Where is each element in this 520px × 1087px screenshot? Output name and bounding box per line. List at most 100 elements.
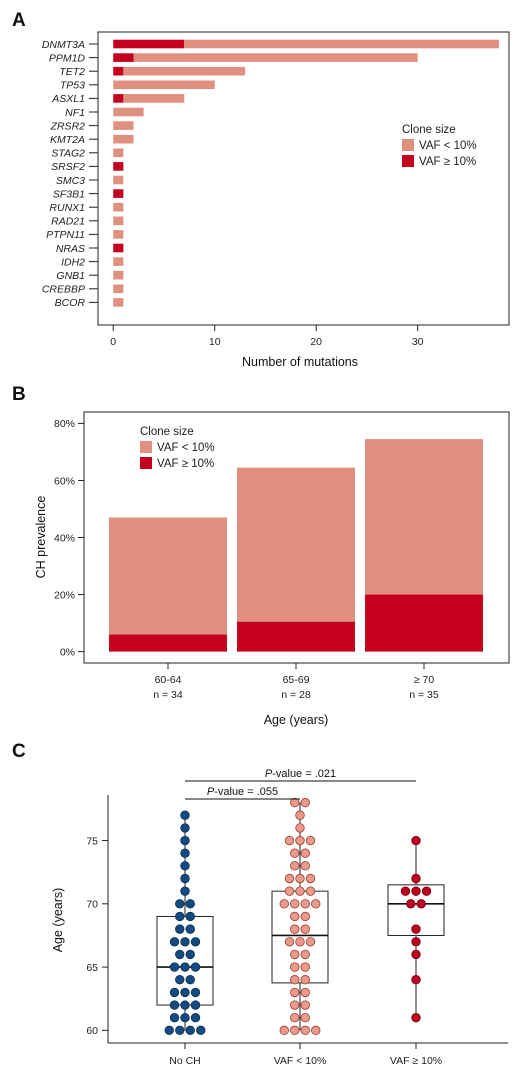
x-tick-label-30: 30 (412, 336, 424, 348)
legend-label-low: VAF < 10% (419, 140, 477, 152)
gene-label-zrsr2: ZRSR2 (50, 120, 86, 132)
point-group-1 (290, 1012, 300, 1023)
panel-a-x-axis-label: Number of mutations (242, 355, 358, 369)
point-group-1 (305, 873, 316, 884)
panel-b-y-axis-label: CH prevalence (34, 496, 48, 579)
point-group-1 (300, 1012, 310, 1023)
point-group-1 (311, 1025, 321, 1036)
point-group-1 (300, 848, 310, 858)
bar-ppm1d-vaf-low (133, 53, 418, 62)
legend-label-low: VAF < 10% (157, 442, 215, 454)
y-tick-label-65: 65 (86, 962, 98, 974)
point-group-0 (180, 962, 190, 972)
point-group-2 (421, 886, 432, 896)
point-group-0 (175, 899, 185, 909)
point-group-0 (175, 924, 185, 934)
point-group-1 (300, 797, 310, 808)
x-tick-count-0: n = 34 (153, 689, 183, 701)
point-group-1 (300, 861, 310, 871)
bar-nras-vaf-high (113, 243, 124, 253)
gene-label-stag2: STAG2 (51, 148, 85, 160)
gene-label-gnb1: GNB1 (56, 270, 85, 282)
panel-c-points (164, 797, 432, 1036)
panel-b-x-ticks: 60-64 n = 34 65-69 n = 28 ≥ 70 n = 35 (153, 663, 439, 701)
point-group-1 (290, 848, 300, 858)
x-tick-label-0: 60-64 (155, 674, 182, 686)
point-group-0 (190, 937, 201, 947)
x-tick-label-1: VAF < 10% (274, 1055, 327, 1067)
panel-a-legend: Clone size VAF < 10% VAF ≥ 10% (402, 124, 477, 168)
gene-label-ppm1d: PPM1D (49, 52, 86, 64)
point-group-1 (290, 899, 300, 909)
bar-age-0-vaf-high (109, 634, 227, 652)
bar-ppm1d-vaf-high (113, 53, 134, 62)
point-group-0 (185, 1025, 195, 1036)
pvalue-label-0: P-value = .055 (207, 786, 278, 798)
point-group-1 (290, 1025, 300, 1036)
point-group-2 (411, 949, 421, 960)
point-group-1 (300, 1025, 310, 1036)
panel-c-y-axis-label: Age (years) (51, 888, 65, 953)
point-group-2 (411, 886, 421, 896)
legend-title: Clone size (402, 124, 456, 136)
point-group-0 (169, 1012, 180, 1023)
point-group-0 (169, 1000, 180, 1010)
bar-nf1-vaf-low (113, 107, 144, 117)
x-tick-label-10: 10 (209, 336, 221, 348)
point-group-1 (305, 886, 316, 896)
point-group-1 (300, 962, 310, 972)
point-group-0 (180, 861, 190, 871)
point-group-1 (305, 937, 316, 947)
point-group-1 (295, 823, 305, 833)
bar-stag2-vaf-low (113, 148, 124, 158)
y-tick-label-75: 75 (86, 835, 98, 847)
bar-tet2-vaf-high (113, 66, 124, 76)
panel-a-bars (113, 39, 499, 307)
point-group-1 (290, 797, 300, 808)
bar-idh2-vaf-low (113, 257, 124, 266)
point-group-2 (406, 899, 416, 909)
point-group-1 (300, 987, 310, 998)
point-group-1 (295, 835, 305, 846)
point-group-0 (180, 823, 190, 833)
bar-crebbp-vaf-low (113, 284, 124, 294)
point-group-0 (190, 987, 201, 998)
point-group-0 (180, 835, 190, 846)
bar-dnmt3a-vaf-low (184, 39, 499, 49)
point-group-1 (295, 873, 305, 884)
bar-zrsr2-vaf-low (113, 121, 134, 130)
point-group-0 (185, 924, 195, 934)
x-tick-label-2: VAF ≥ 10% (390, 1055, 442, 1067)
bar-bcor-vaf-low (113, 298, 124, 307)
point-group-0 (185, 911, 195, 922)
legend-title: Clone size (140, 426, 194, 438)
y-tick-label-40: 40% (54, 532, 75, 544)
point-group-1 (300, 949, 310, 960)
panel-c-x-ticks: No CH VAF < 10% VAF ≥ 10% (169, 1043, 442, 1067)
point-group-0 (180, 937, 190, 947)
panel-b-bars (109, 439, 483, 652)
gene-label-dnmt3a: DNMT3A (42, 39, 85, 51)
x-tick-label-20: 20 (310, 336, 322, 348)
bar-dnmt3a-vaf-high (113, 39, 185, 49)
gene-label-idh2: IDH2 (61, 256, 85, 268)
point-group-0 (175, 911, 185, 922)
panel-a-x-ticks: 0 10 20 30 (110, 325, 424, 348)
gene-label-rad21: RAD21 (51, 216, 85, 228)
point-group-0 (190, 1000, 201, 1010)
point-group-1 (284, 937, 295, 947)
point-group-1 (300, 1000, 310, 1010)
x-tick-label-0: 0 (110, 336, 116, 348)
point-group-0 (180, 810, 190, 820)
point-group-1 (290, 1000, 300, 1010)
panel-letter-c: C (12, 741, 26, 762)
gene-label-tet2: TET2 (59, 66, 85, 78)
gene-label-nras: NRAS (56, 243, 85, 255)
x-tick-label-2: ≥ 70 (414, 674, 435, 686)
x-tick-label-0: No CH (169, 1055, 201, 1067)
point-group-0 (190, 1012, 201, 1023)
bar-tet2-vaf-low (123, 66, 246, 76)
point-group-1 (290, 975, 300, 985)
point-group-0 (164, 1025, 174, 1036)
